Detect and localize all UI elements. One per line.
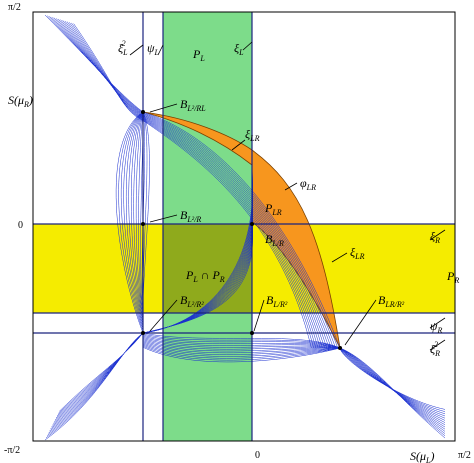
region-intersection — [163, 224, 252, 313]
orbit — [123, 111, 144, 327]
label-part: LR — [271, 208, 281, 217]
label-part: P — [185, 268, 194, 282]
orbit — [118, 111, 144, 331]
label-part: L²/RL — [186, 104, 206, 113]
label-part: L — [122, 48, 128, 57]
label-part: P — [446, 269, 455, 283]
label-part: L²/R² — [186, 300, 204, 309]
orbit — [128, 111, 144, 323]
label-part: L — [153, 48, 159, 57]
fixed-points — [141, 110, 342, 350]
label-part: R — [434, 349, 440, 358]
label-part: R — [453, 276, 459, 285]
label-part: B — [180, 293, 188, 307]
x-axis-label: S(μL) — [410, 449, 434, 463]
label-part: L — [199, 54, 205, 63]
curve-label: ξL2 — [118, 39, 128, 57]
orbit — [135, 111, 144, 316]
label-part: ξ — [118, 41, 124, 55]
label-arrows — [129, 41, 446, 351]
y-tick-label: π/2 — [8, 2, 21, 13]
orbit — [120, 111, 144, 329]
curve-label: ξLR — [245, 127, 260, 143]
orbit — [138, 111, 144, 314]
label-part: ξ — [430, 342, 436, 356]
label-part: ξ — [245, 127, 251, 141]
y-tick-label: 0 — [18, 220, 23, 231]
label-part: ) — [28, 93, 33, 107]
curve-label: BL²/R — [180, 208, 201, 224]
label-part: LR — [249, 134, 259, 143]
label-part: 2 — [122, 39, 126, 48]
orbit — [142, 347, 446, 410]
label-part: ξ — [234, 41, 240, 55]
label-part: ψ — [147, 41, 155, 55]
label-part: R — [436, 326, 442, 335]
label-part: L — [425, 456, 431, 463]
curve-label: PL — [192, 47, 205, 63]
curve-label: ξLR — [350, 245, 365, 261]
label-part: L²/R — [186, 215, 201, 224]
x-tick-label: 0 — [255, 450, 260, 461]
label-part: B — [180, 208, 188, 222]
curve-label: PR — [446, 269, 459, 285]
x-tick-label: π/2 — [458, 450, 471, 461]
label-part: S(μ — [410, 449, 426, 463]
curve-label: BL²/R² — [180, 293, 204, 309]
label-part: B — [180, 97, 188, 111]
curve-label: ψL — [147, 41, 159, 57]
label-part: B — [265, 232, 273, 246]
curve-label: BL²/RL — [180, 97, 206, 113]
label-part: ξ — [350, 245, 356, 259]
curve-label: ξR — [430, 229, 440, 245]
curve-label: PL ∩ PR — [185, 268, 225, 284]
label-part: R — [23, 100, 29, 109]
label-part: L/R — [271, 239, 284, 248]
orbit — [115, 111, 144, 334]
label-part: P — [192, 47, 201, 61]
curve-label: ψR — [430, 319, 442, 335]
curve-label: BLR/R² — [378, 293, 405, 309]
label-part: L — [238, 48, 244, 57]
curve-label: ξL — [234, 41, 244, 57]
orbit — [133, 111, 144, 318]
label-part: S(μ — [8, 93, 24, 107]
orbit — [59, 166, 253, 412]
label-part: L/R² — [272, 300, 288, 309]
label-part: ξ — [430, 229, 436, 243]
curve-label: PLR — [264, 201, 282, 217]
label-part: 2 — [434, 340, 438, 349]
curve-label: BL/R — [265, 232, 284, 248]
frame — [32, 11, 456, 442]
label-part: R — [219, 275, 225, 284]
label-part: LR — [354, 252, 364, 261]
y-tick-label: -π/2 — [4, 445, 20, 456]
label-part: ) — [429, 449, 434, 463]
label-part: L — [192, 275, 198, 284]
boundary-lines — [33, 12, 455, 441]
label-part: LR — [306, 183, 316, 192]
orbit — [142, 111, 150, 305]
label-part: B — [266, 293, 274, 307]
label-part: LR/R² — [384, 300, 404, 309]
label-part: φ — [300, 176, 307, 190]
label-part: B — [378, 293, 386, 307]
y-axis-label: S(μR) — [8, 93, 33, 109]
label-part: ∩ P — [198, 268, 221, 282]
curve-label: BL/R² — [266, 293, 288, 309]
orbit — [125, 111, 144, 325]
orbit — [130, 111, 144, 320]
label-part: ψ — [430, 319, 438, 333]
curve-label: φLR — [300, 176, 316, 192]
label-part: R — [434, 236, 440, 245]
label-part: P — [264, 201, 273, 215]
curve-label: ξR2 — [430, 340, 440, 358]
